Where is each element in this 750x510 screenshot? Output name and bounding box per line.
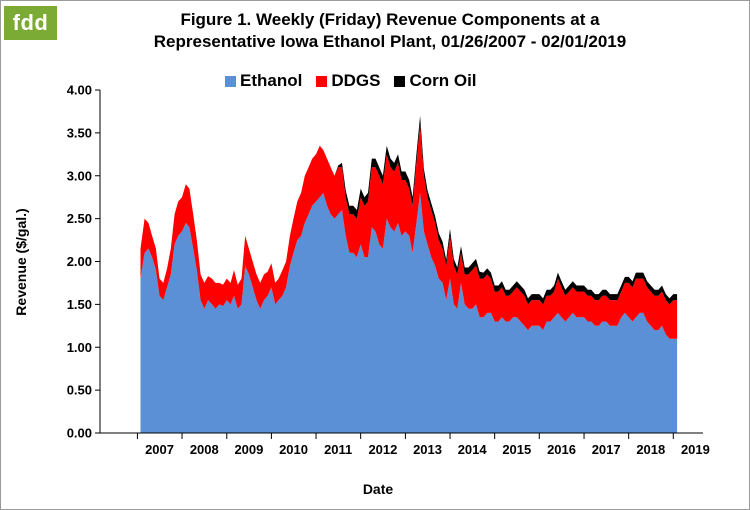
y-tick-label: 2.00 [67,254,92,269]
series-areas [140,115,678,433]
y-tick-label: 2.50 [67,211,92,226]
x-tick-label: 2014 [458,442,488,457]
area-ethanol [140,192,678,433]
x-tick-label: 2016 [547,442,576,457]
y-tick-label: 1.50 [67,297,92,312]
y-tick-label: 3.50 [67,125,92,140]
legend-item-corn-oil: Corn Oil [394,71,477,91]
area-corn-oil [140,115,678,305]
y-tick-label: 1.00 [67,340,92,355]
axes: 0.00 0.50 1.00 1.50 2.00 2.50 3.00 3.50 4.00 2007… [67,83,710,458]
chart-title-line-1: Figure 1. Weekly (Friday) Revenue Compon… [180,10,600,29]
legend-item-ethanol: Ethanol [225,71,302,91]
legend-item-ddgs: DDGS [316,71,380,91]
legend-label-corn-oil: Corn Oil [409,71,477,90]
x-tick-label: 2011 [324,442,352,457]
y-axis-title: Revenue ($/gal.) [13,208,29,315]
y-tick-label: 4.00 [67,83,92,98]
y-tick-label: 3.00 [67,168,92,183]
legend-swatch-ethanol [225,75,236,87]
x-tick-label: 2010 [279,442,308,457]
legend-swatch-corn-oil [394,75,406,87]
x-tick-label: 2007 [145,442,174,457]
chart-legend: Ethanol DDGS Corn Oil [225,71,491,91]
chart-title-line-2: Representative Iowa Ethanol Plant, 01/26… [153,32,627,51]
y-tick-label: 0.00 [67,426,92,441]
y-tick-label: 0.50 [67,383,92,398]
x-tick-label: 2012 [368,442,397,457]
legend-label-ddgs: DDGS [331,71,381,90]
x-axis-title: Date [363,481,394,497]
area-ddgs [140,124,678,339]
x-tick-label: 2017 [592,442,621,457]
x-tick-label: 2008 [190,442,219,457]
fdd-logo: fdd [4,6,57,40]
x-tick-label: 2018 [636,442,665,457]
x-tick-label: 2009 [234,442,263,457]
chart-title: Figure 1. Weekly (Friday) Revenue Compon… [70,9,710,53]
legend-label-ethanol: Ethanol [240,71,303,90]
x-tick-label: 2015 [502,442,531,457]
x-tick-label: 2013 [413,442,442,457]
x-tick-label: 2019 [681,442,710,457]
legend-swatch-ddgs [316,75,328,87]
